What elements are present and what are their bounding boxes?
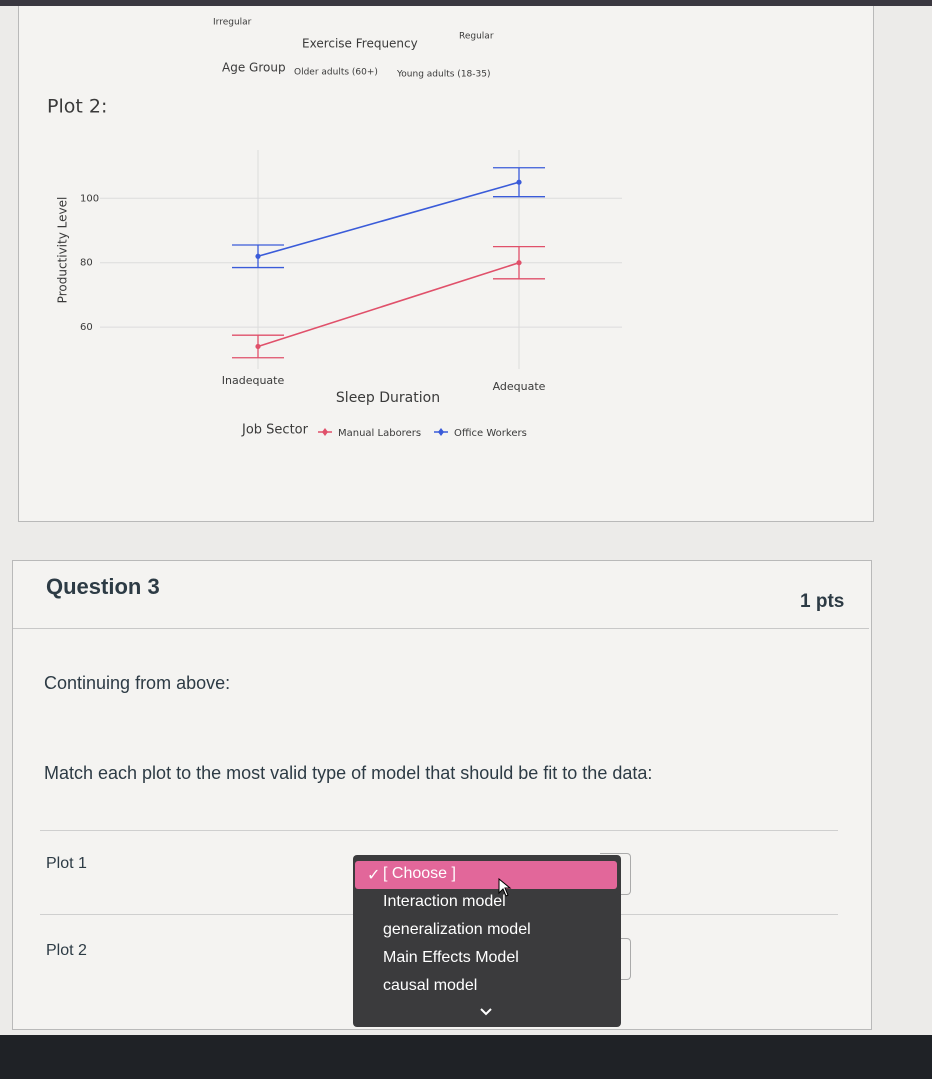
point	[516, 260, 522, 266]
divider	[13, 628, 869, 629]
scroll-chevron	[480, 1008, 492, 1016]
check-mark: ✓	[367, 867, 381, 884]
bottom-bar	[0, 1035, 932, 1079]
top-x-label: Irregular	[213, 18, 252, 28]
legend-marker	[438, 428, 444, 436]
plot-card	[18, 0, 874, 522]
plot-label: Plot 2:	[47, 96, 107, 118]
divider	[40, 830, 838, 831]
cursor	[498, 878, 512, 897]
legend-marker	[322, 428, 328, 436]
question-title: Question 3	[46, 574, 160, 599]
match-label: Plot 1	[46, 855, 87, 872]
question-prompt: Match each plot to the most valid type o…	[44, 763, 653, 783]
x-title: Sleep Duration	[336, 390, 440, 406]
x-tick-label: Inadequate	[222, 374, 285, 387]
top-x-title: Exercise Frequency	[302, 37, 418, 51]
legend-title: Job Sector	[241, 423, 309, 438]
top-legend-entry: Older adults (60+)	[294, 68, 378, 78]
dropdown-option[interactable]: causal model	[383, 977, 478, 994]
question-points: 1 pts	[800, 591, 845, 612]
top-x-label: Regular	[459, 32, 494, 42]
dropdown-option[interactable]: [ Choose ]	[383, 865, 456, 882]
y-tick-label: 80	[80, 258, 93, 269]
point	[516, 179, 522, 185]
question-intro: Continuing from above:	[44, 673, 231, 693]
y-title: Productivity Level	[56, 197, 70, 304]
top-bar	[0, 0, 932, 6]
match-label: Plot 2	[46, 942, 87, 959]
series-line	[257, 261, 520, 348]
dropdown-option[interactable]: Interaction model	[383, 893, 506, 910]
legend-entry: Manual Laborers	[338, 428, 421, 439]
top-legend-entry: Young adults (18-35)	[396, 70, 490, 80]
y-tick-label: 100	[80, 193, 99, 204]
point	[255, 343, 261, 350]
top-legend-title: Age Group	[222, 61, 286, 75]
x-tick-label: Adequate	[493, 380, 546, 393]
series-line	[257, 181, 520, 258]
legend-entry: Office Workers	[454, 428, 527, 439]
dropdown-option[interactable]: generalization model	[383, 921, 531, 938]
point	[255, 253, 261, 259]
y-tick-label: 60	[80, 322, 93, 333]
dropdown-menu: ✓ [ Choose ] Interaction model generaliz…	[353, 855, 621, 1027]
dropdown-option[interactable]: Main Effects Model	[383, 949, 519, 966]
chart: Irregular Regular Exercise Frequency Age…	[47, 18, 622, 439]
selected-highlight	[355, 861, 617, 889]
